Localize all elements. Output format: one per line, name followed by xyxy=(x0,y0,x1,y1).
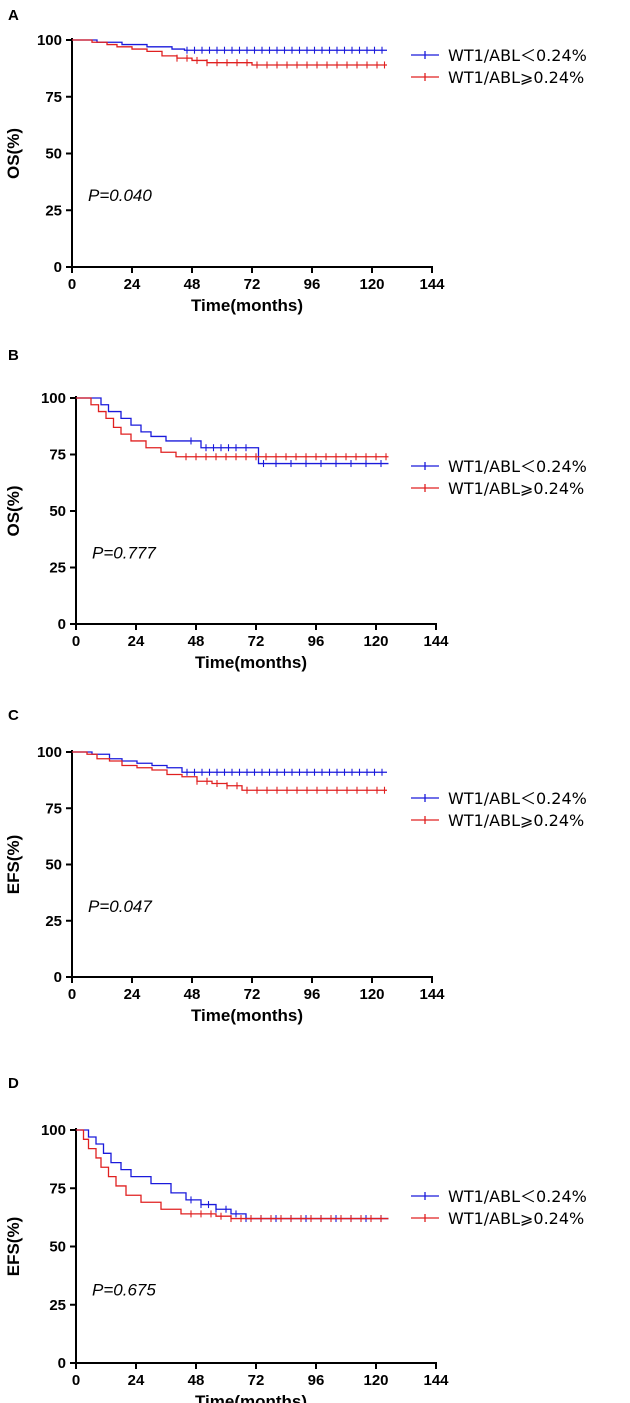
x-tick-label: 96 xyxy=(308,1372,325,1389)
x-tick-label: 48 xyxy=(184,986,201,1003)
y-tick-label: 0 xyxy=(58,1355,66,1372)
y-axis-title: EFS(%) xyxy=(4,1217,23,1277)
y-tick-label: 0 xyxy=(54,969,62,986)
x-tick-label: 72 xyxy=(244,276,261,293)
x-axis-title: Time(months) xyxy=(191,296,303,315)
series-high xyxy=(72,39,387,69)
y-tick-label: 100 xyxy=(37,32,62,49)
y-tick-label: 25 xyxy=(49,1297,66,1314)
y-axis-title: EFS(%) xyxy=(4,835,23,895)
x-tick-label: 96 xyxy=(304,276,321,293)
x-tick-label: 0 xyxy=(72,633,80,650)
y-tick-label: 100 xyxy=(37,744,62,761)
x-tick-label: 72 xyxy=(248,1372,265,1389)
x-tick-label: 24 xyxy=(124,276,141,293)
y-tick-label: 50 xyxy=(45,146,62,163)
x-tick-label: 0 xyxy=(72,1372,80,1389)
km-curve xyxy=(76,1129,389,1220)
y-tick-label: 25 xyxy=(45,202,62,219)
x-tick-label: 0 xyxy=(68,276,76,293)
p-value: P=0.047 xyxy=(88,897,152,916)
series-high xyxy=(72,751,387,794)
x-tick-label: 144 xyxy=(423,633,449,650)
panel-letter: B xyxy=(8,347,19,364)
y-tick-label: 50 xyxy=(45,857,62,874)
legend-label: WT1/ABL＜0.24% xyxy=(448,1187,587,1206)
x-axis-title: Time(months) xyxy=(195,1392,307,1403)
x-tick-label: 72 xyxy=(248,633,265,650)
x-tick-label: 48 xyxy=(188,1372,205,1389)
panel-d: D 0 25 50 75 100 0 24 48 72 96 120 144 EFS(%) Time(mon… xyxy=(4,1075,587,1403)
km-curve xyxy=(76,1129,389,1220)
y-tick-label: 0 xyxy=(58,616,66,633)
legend-label: WT1/ABL⩾0.24% xyxy=(448,479,584,498)
series-high xyxy=(76,1129,389,1223)
y-tick-label: 100 xyxy=(41,1122,66,1139)
legend-label: WT1/ABL⩾0.24% xyxy=(448,1209,584,1228)
y-tick-label: 50 xyxy=(49,503,66,520)
km-curve xyxy=(72,39,387,51)
y-tick-label: 50 xyxy=(49,1239,66,1256)
p-value: P=0.040 xyxy=(88,186,152,205)
series-high xyxy=(76,397,389,461)
x-tick-label: 0 xyxy=(68,986,76,1003)
panel-b: B 0 25 50 75 100 0 24 48 72 96 120 144 OS(%) Time(mont… xyxy=(4,347,587,672)
legend-label: WT1/ABL＜0.24% xyxy=(448,789,587,808)
panel-letter: C xyxy=(8,707,19,724)
y-tick-label: 100 xyxy=(41,390,66,407)
y-tick-label: 25 xyxy=(49,560,66,577)
x-tick-label: 24 xyxy=(128,633,145,650)
legend-label: WT1/ABL＜0.24% xyxy=(448,457,587,476)
x-tick-label: 48 xyxy=(188,633,205,650)
panel-letter: D xyxy=(8,1075,19,1092)
km-curve xyxy=(72,751,387,773)
y-axis-title: OS(%) xyxy=(4,486,23,537)
x-tick-label: 48 xyxy=(184,276,201,293)
x-tick-label: 120 xyxy=(359,986,384,1003)
km-curve xyxy=(72,39,387,66)
series-low xyxy=(76,1129,389,1223)
x-tick-label: 96 xyxy=(308,633,325,650)
legend-label: WT1/ABL⩾0.24% xyxy=(448,68,584,87)
x-axis-title: Time(months) xyxy=(195,653,307,672)
y-tick-label: 75 xyxy=(45,800,62,817)
x-axis-title: Time(months) xyxy=(191,1006,303,1025)
km-curve xyxy=(76,397,389,465)
x-tick-label: 144 xyxy=(423,1372,449,1389)
y-axis-title: OS(%) xyxy=(4,128,23,179)
y-tick-label: 25 xyxy=(45,913,62,930)
y-tick-label: 0 xyxy=(54,259,62,276)
p-value: P=0.675 xyxy=(92,1280,156,1299)
series-low xyxy=(72,751,387,776)
x-tick-label: 96 xyxy=(304,986,321,1003)
x-tick-label: 120 xyxy=(363,1372,388,1389)
panel-c: C 0 25 50 75 100 0 24 48 72 96 120 144 EFS(%) Time(mon… xyxy=(4,707,587,1025)
p-value: P=0.777 xyxy=(92,543,156,562)
x-tick-label: 144 xyxy=(419,986,445,1003)
y-tick-label: 75 xyxy=(49,1180,66,1197)
series-low xyxy=(76,397,389,468)
km-curve xyxy=(76,397,389,458)
legend-label: WT1/ABL＜0.24% xyxy=(448,46,587,65)
x-tick-label: 144 xyxy=(419,276,445,293)
x-tick-label: 24 xyxy=(128,1372,145,1389)
km-curve xyxy=(72,751,387,791)
panel-a: A 0 25 50 75 100 0 24 48 72 96 120 144 OS(%) Time(mont… xyxy=(4,7,587,315)
x-tick-label: 24 xyxy=(124,986,141,1003)
x-tick-label: 120 xyxy=(359,276,384,293)
y-tick-label: 75 xyxy=(49,447,66,464)
legend-label: WT1/ABL⩾0.24% xyxy=(448,811,584,830)
x-tick-label: 120 xyxy=(363,633,388,650)
panel-letter: A xyxy=(8,7,19,24)
x-tick-label: 72 xyxy=(244,986,261,1003)
y-tick-label: 75 xyxy=(45,89,62,106)
